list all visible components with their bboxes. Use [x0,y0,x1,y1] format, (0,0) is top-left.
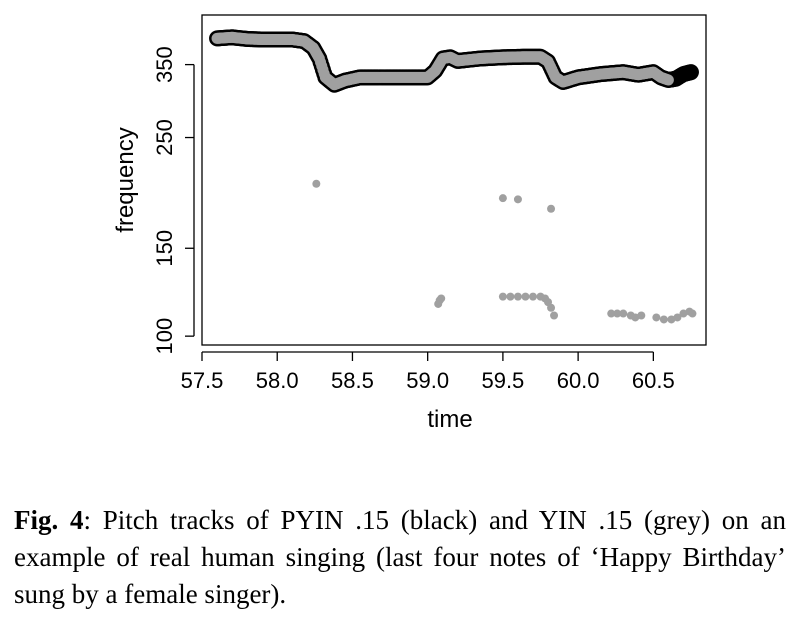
yin-point [659,315,668,324]
plot-frame [201,14,707,346]
yin-point [506,292,515,301]
yin-point [513,195,522,204]
yin-point [513,292,522,301]
figure-label: Fig. 4 [14,505,84,535]
x-tick-label: 60.5 [632,368,675,393]
yin-point [528,292,537,301]
x-tick-label: 57.5 [181,368,224,393]
yin-point [312,179,321,188]
y-tick-label: 100 [152,318,177,355]
yin-point [547,204,556,213]
yin-point [613,309,622,318]
yin-point [667,315,676,324]
yin-point [631,313,640,322]
pyin-point [682,64,699,81]
pitch-track-chart: 57.5 58.0 58.5 59.0 59.5 60.0 60.5 100 150 250 350… [112,14,707,433]
yin-point [498,292,507,301]
yin-point [679,309,688,318]
yin-point [498,194,507,203]
figure-caption: Fig. 4: Pitch tracks of PYIN .15 (black)… [14,502,786,613]
x-tick-label: 59.0 [406,368,449,393]
figure-caption-text: : Pitch tracks of PYIN .15 (black) and Y… [14,505,786,609]
yin-point [619,309,628,318]
y-tick-label: 150 [152,230,177,267]
yin-point [437,294,446,303]
y-axis-label: frequency [112,127,139,232]
x-tick-label: 60.0 [557,368,600,393]
x-axis-label: time [427,406,472,433]
series-layer [209,29,699,324]
yin-point [637,311,646,320]
yin-point [673,313,682,322]
x-tick-label: 58.5 [331,368,374,393]
yin-point [607,309,616,318]
x-tick-label: 58.0 [256,368,299,393]
y-tick-label: 350 [152,46,177,83]
y-tick-label: 250 [152,119,177,156]
axis-layer: 57.5 58.0 58.5 59.0 59.5 60.0 60.5 100 150 250 350 [152,46,675,393]
x-tick-label: 59.5 [481,368,524,393]
yin-point [652,313,661,322]
yin-point [547,303,556,312]
yin-point [662,74,674,86]
yin-point [521,292,530,301]
yin-point [550,311,559,320]
yin-point [688,309,697,318]
